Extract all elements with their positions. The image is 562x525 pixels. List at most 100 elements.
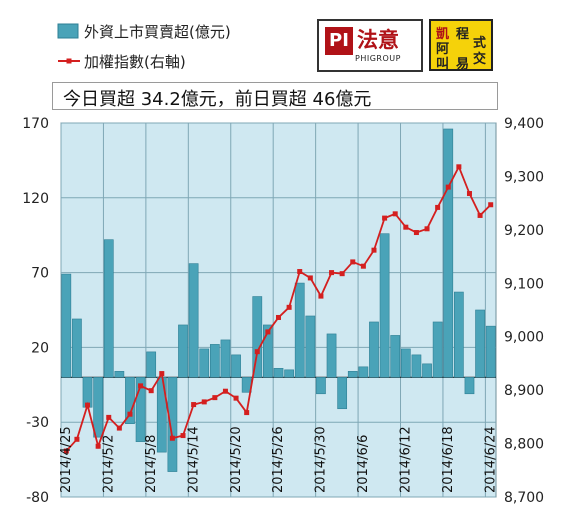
right-tick-label: 9,300 (504, 169, 544, 185)
taiex-point (191, 402, 197, 408)
phigroup-logo: PI 法意 PHIGROUP (317, 19, 423, 72)
x-tick-label: 2014/5/14 (186, 426, 201, 493)
taiex-point (350, 259, 356, 265)
taiex-point (74, 436, 80, 442)
taiex-point (360, 263, 366, 269)
line-series (63, 164, 494, 454)
bar (103, 239, 114, 378)
left-tick-label: 20 (31, 340, 49, 356)
legend-bar-swatch (57, 23, 79, 39)
x-tick-label: 2014/6/12 (399, 426, 414, 493)
taiex-point (339, 271, 345, 277)
x-tick-label: 2014/6/6 (356, 435, 371, 493)
taiex-point (424, 226, 430, 232)
logo2-char: 阿 (436, 42, 450, 57)
bar (178, 324, 188, 378)
taiex-point (180, 433, 186, 439)
x-tick-label: 2014/4/25 (59, 426, 74, 493)
bar (273, 368, 284, 378)
bar (146, 351, 157, 378)
bar (454, 291, 464, 378)
bar (220, 339, 231, 378)
x-tick-label: 2014/5/30 (314, 426, 329, 493)
bar (263, 324, 273, 378)
legend-line-marker (66, 58, 72, 64)
taiex-point (138, 383, 144, 389)
taiex-point (201, 399, 207, 405)
taiex-point (307, 275, 313, 281)
program-trading-logo: 凱 程 阿 式 叫 交 易 (429, 19, 493, 72)
bar (93, 377, 103, 438)
taiex-point (488, 202, 494, 208)
bar (252, 296, 263, 378)
right-tick-label: 9,100 (504, 276, 544, 292)
bar (347, 371, 358, 378)
bar (231, 354, 241, 378)
taiex-point (371, 247, 377, 253)
bar (305, 315, 316, 378)
taiex-point (403, 224, 409, 230)
taiex-point (265, 329, 271, 335)
bar (422, 363, 432, 378)
taiex-point (106, 414, 112, 420)
x-tick-label: 2014/5/26 (271, 426, 286, 493)
right-tick-label: 8,700 (504, 490, 544, 506)
right-tick-label: 9,200 (504, 223, 544, 239)
bar-series (61, 128, 496, 472)
taiex-point (413, 230, 419, 236)
bar (125, 377, 135, 424)
phigroup-logo-en: PHIGROUP (355, 54, 401, 63)
taiex-point (276, 314, 281, 320)
bar (337, 377, 348, 410)
x-tick-label: 2014/5/2 (101, 435, 116, 493)
bar (358, 366, 369, 378)
annotation-text: 今日買超 34.2億元，前日買超 46億元 (63, 89, 372, 110)
bar (390, 335, 401, 378)
x-axis: 2014/4/25 2014/5/2 2014/5/8 2014/5/14 2014/5… (59, 426, 498, 493)
bar (135, 377, 146, 442)
taiex-point (445, 184, 451, 190)
phigroup-mark-icon: PI (325, 27, 353, 55)
bar (284, 369, 294, 378)
taiex-point (382, 215, 388, 221)
bar (294, 282, 305, 378)
left-tick-label: -30 (26, 415, 49, 431)
taiex-point (286, 304, 292, 310)
bar (485, 325, 496, 378)
bar (411, 354, 422, 378)
bar (167, 377, 178, 472)
bar (475, 309, 485, 378)
taiex-point (85, 402, 91, 408)
bar (188, 263, 199, 378)
left-axis: 170 120 70 20 -30 -80 (22, 116, 49, 506)
bar (400, 348, 411, 378)
bar (432, 321, 443, 378)
taiex-point (254, 349, 260, 355)
taiex-point (212, 395, 218, 401)
x-tick-label: 2014/5/8 (144, 435, 159, 493)
taiex-point (159, 371, 165, 377)
taiex-point (297, 269, 303, 275)
bar (379, 233, 390, 378)
taiex-point (244, 410, 250, 416)
logo2-char: 凱 (436, 27, 450, 42)
taiex-point (435, 204, 441, 210)
left-tick-label: 120 (22, 191, 49, 207)
bar (209, 344, 220, 378)
taiex-point (222, 388, 228, 394)
bar (369, 321, 379, 378)
legend: 外資上市買賣超(億元) 加權指數(右軸) (57, 23, 231, 71)
legend-line-label: 加權指數(右軸) (84, 53, 186, 71)
taiex-point (169, 435, 175, 441)
phigroup-logo-cn: 法意 (357, 28, 399, 52)
x-tick-label: 2014/6/24 (483, 426, 498, 493)
bar (326, 333, 337, 378)
taiex-point (233, 395, 239, 401)
bar (316, 377, 326, 395)
logo2-char: 程 (456, 27, 470, 42)
annotation-box: 今日買超 34.2億元，前日買超 46億元 (52, 82, 498, 110)
taiex-point (63, 448, 69, 454)
bar (199, 348, 210, 378)
taiex-point (456, 164, 462, 170)
